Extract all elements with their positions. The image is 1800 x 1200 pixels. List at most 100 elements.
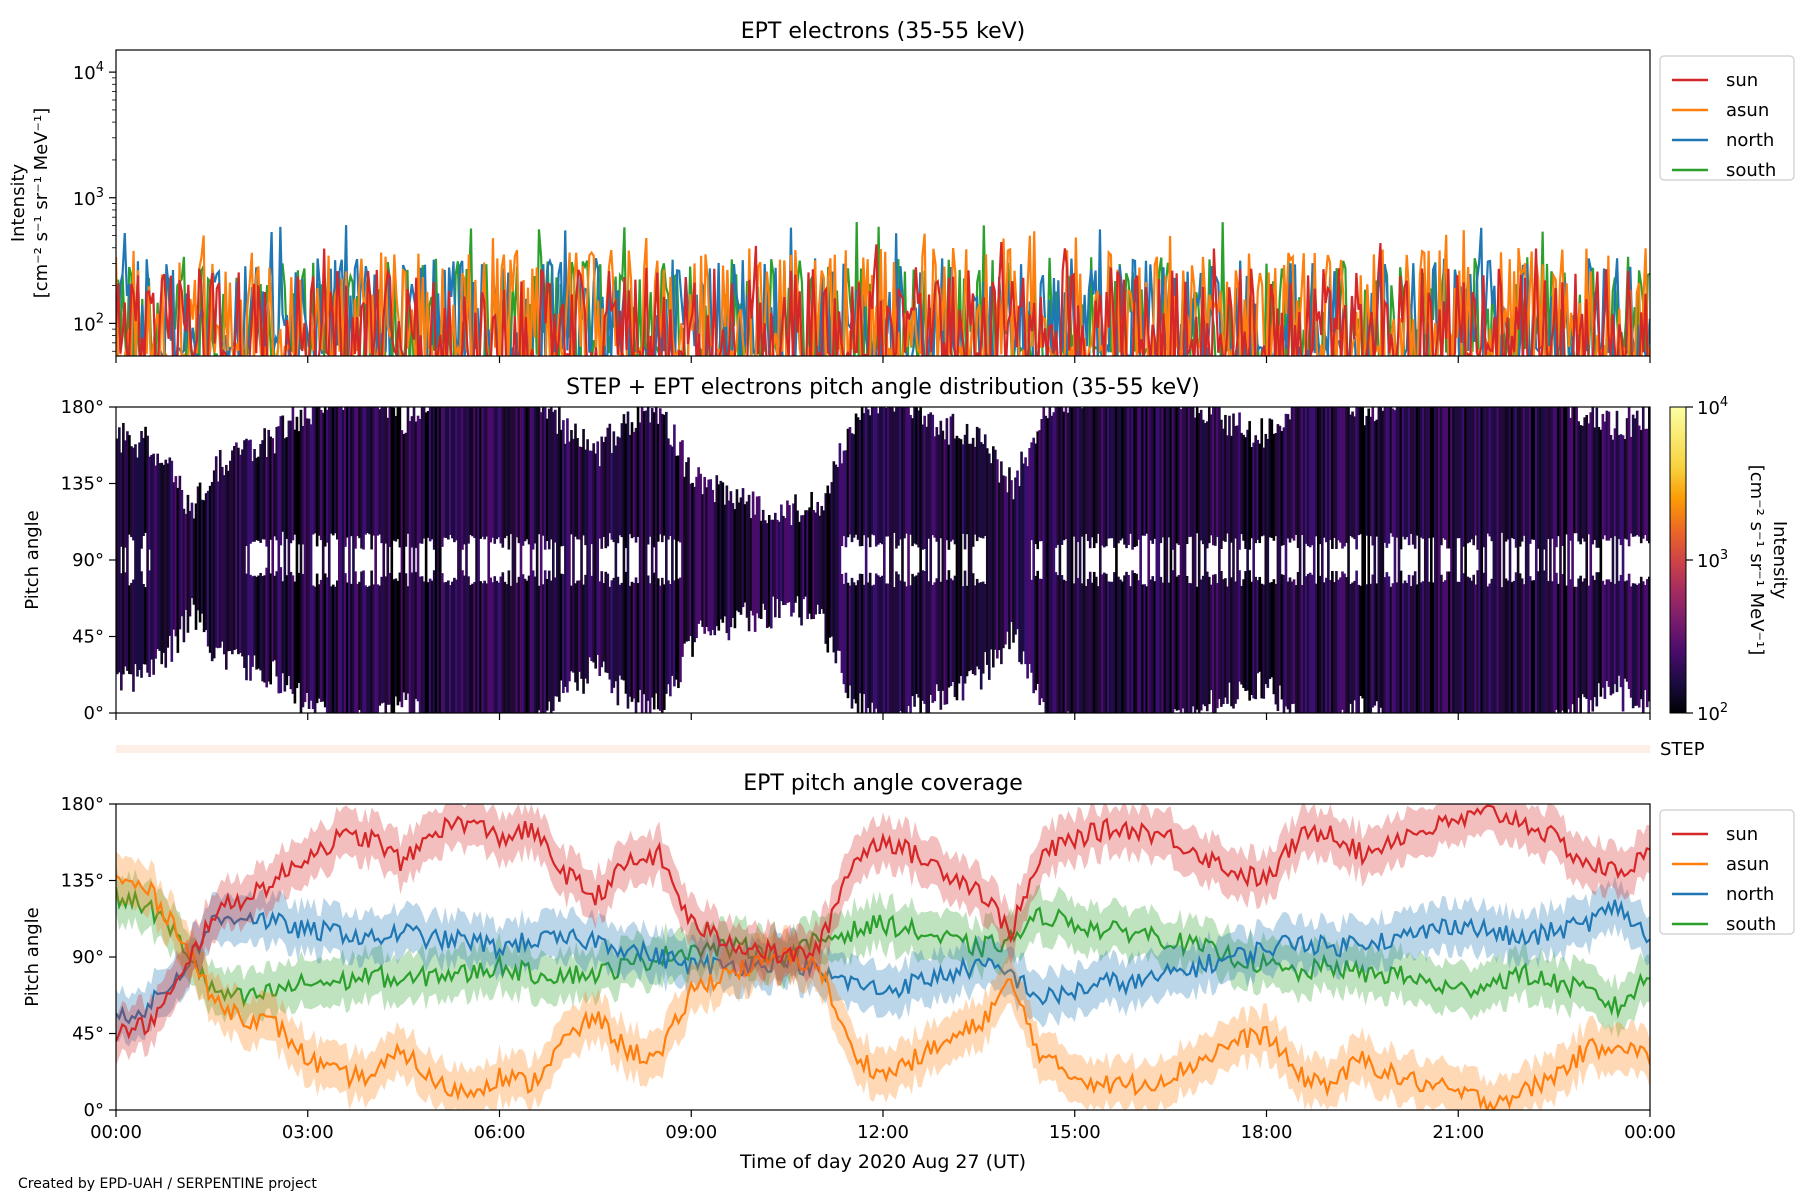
heat-bin xyxy=(1276,424,1280,711)
heat-bin xyxy=(1349,583,1352,704)
heat-bin xyxy=(1323,407,1326,538)
heat-bin xyxy=(897,574,900,713)
heat-bin xyxy=(434,407,438,713)
heat-bin xyxy=(166,463,170,648)
heat-bin xyxy=(996,459,999,659)
heat-bin xyxy=(812,510,815,620)
heat-bin xyxy=(333,407,337,534)
heat-bin xyxy=(124,572,127,667)
heat-bin xyxy=(901,407,904,713)
credit-footer: Created by EPD-UAH / SERPENTINE project xyxy=(18,1176,317,1192)
heat-bin xyxy=(543,407,547,550)
heat-bin xyxy=(1084,585,1088,713)
heat-bin xyxy=(1645,428,1649,541)
heat-bin xyxy=(231,450,234,655)
heat-bin xyxy=(1385,572,1389,713)
heat-bin xyxy=(525,407,529,540)
panel-coverage: EPT pitch angle coverage 0° 45° 90° 135° 180… xyxy=(22,771,1795,1173)
heat-bin xyxy=(624,423,628,549)
heat-bin xyxy=(507,407,511,550)
heat-bin xyxy=(642,411,646,695)
heat-bin xyxy=(929,412,933,695)
heat-bin xyxy=(723,504,727,617)
heat-bin xyxy=(1264,433,1268,685)
heat-bin xyxy=(1474,584,1478,713)
heat-bin xyxy=(1605,579,1609,682)
heat-bin xyxy=(527,575,531,713)
heat-bin xyxy=(1308,407,1312,548)
heat-bin xyxy=(406,586,410,694)
heat-bin xyxy=(126,431,129,671)
heat-bin xyxy=(144,426,147,533)
heat-bin xyxy=(624,571,628,694)
heat-bin xyxy=(705,487,708,628)
heat-bin xyxy=(394,578,398,697)
heat-bin xyxy=(1129,407,1132,534)
heat-bin xyxy=(1294,407,1298,535)
heat-bin xyxy=(729,491,733,628)
heat-bin xyxy=(1325,577,1328,713)
heat-bin xyxy=(1216,407,1219,537)
heat-bin xyxy=(1242,434,1245,541)
heat-bin xyxy=(1510,407,1514,538)
heat-bin xyxy=(1456,407,1459,539)
heat-bin xyxy=(1123,407,1126,545)
panel2-heatmap xyxy=(116,407,1650,713)
heat-bin xyxy=(447,407,450,540)
heat-bin xyxy=(662,414,666,536)
heat-bin xyxy=(1551,407,1554,539)
heat-bin xyxy=(1631,583,1635,709)
heat-bin xyxy=(1010,480,1013,623)
heat-bin xyxy=(885,583,888,713)
heat-bin xyxy=(1320,407,1324,713)
heat-bin xyxy=(963,434,967,550)
heat-bin xyxy=(630,422,634,539)
heat-bin xyxy=(1454,407,1457,713)
heat-bin xyxy=(745,501,749,618)
heat-bin xyxy=(549,407,553,540)
heat-bin xyxy=(1522,584,1526,713)
heat-bin xyxy=(1434,407,1437,713)
heat-bin xyxy=(144,587,147,665)
heat-bin xyxy=(1004,476,1007,645)
heat-bin xyxy=(307,418,311,709)
heat-bin xyxy=(1147,407,1151,713)
heat-bin xyxy=(1141,584,1144,713)
heat-bin xyxy=(467,576,470,713)
heat-bin xyxy=(1230,577,1233,707)
heat-bin xyxy=(897,407,900,546)
heat-bin xyxy=(1333,582,1336,713)
heat-bin xyxy=(457,407,460,713)
heat-bin xyxy=(216,481,220,649)
panel1-title: EPT electrons (35-55 keV) xyxy=(741,19,1026,44)
heat-bin xyxy=(1369,416,1373,537)
heat-bin xyxy=(985,448,989,665)
heat-bin xyxy=(949,416,953,542)
heat-bin xyxy=(961,586,965,701)
heat-bin xyxy=(479,407,482,539)
y-tick-label: 90° xyxy=(72,550,104,571)
heat-bin xyxy=(769,519,773,629)
heat-bin xyxy=(1133,572,1136,713)
heat-bin xyxy=(1387,407,1391,544)
heat-bin xyxy=(1343,573,1346,713)
heat-bin xyxy=(455,407,458,541)
heat-bin xyxy=(1359,407,1362,535)
heat-bin xyxy=(327,407,331,713)
heat-bin xyxy=(786,500,789,603)
heat-bin xyxy=(1415,584,1419,713)
heat-bin xyxy=(721,482,725,623)
heat-bin xyxy=(1405,582,1409,713)
legend-label-sun: sun xyxy=(1726,824,1758,845)
heat-bin xyxy=(445,407,448,538)
heat-bin xyxy=(868,572,872,713)
heat-bin xyxy=(180,489,184,617)
heat-bin xyxy=(305,418,309,693)
heat-bin xyxy=(467,407,470,544)
heat-bin xyxy=(826,485,830,653)
heat-bin xyxy=(533,576,537,713)
heat-bin xyxy=(1371,407,1375,546)
heat-bin xyxy=(586,439,589,684)
heat-bin xyxy=(1409,407,1413,534)
heat-bin xyxy=(560,429,563,547)
